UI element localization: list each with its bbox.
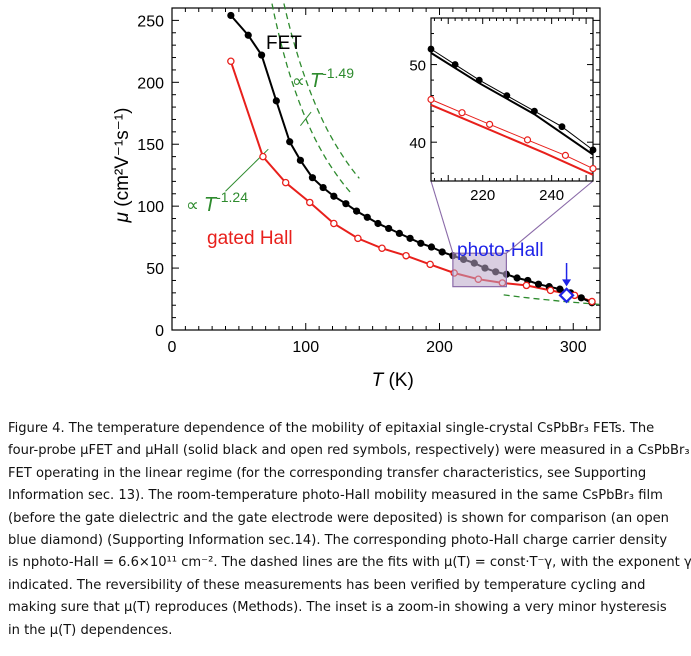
photo-hall-label: photo-Hall xyxy=(457,240,544,261)
fet-point xyxy=(244,31,252,39)
fit-line-1.49-upper xyxy=(282,0,360,179)
caption-line: Information sec. 13). The room-temperatu… xyxy=(8,488,663,504)
hall-point xyxy=(546,286,555,295)
fet-point xyxy=(272,97,280,105)
hall-point xyxy=(588,297,596,306)
caption-line: four-probe μFET and μHall (solid black a… xyxy=(8,443,690,459)
inset-y-tick-label: 50 xyxy=(409,58,426,75)
photo-hall-arrow-head xyxy=(562,279,572,287)
fet-point xyxy=(308,174,317,182)
y-tick-label: 0 xyxy=(155,323,164,340)
inset-hall-point xyxy=(523,136,532,144)
x-tick-label: 200 xyxy=(426,339,453,356)
inset-fet-point xyxy=(531,107,538,115)
fet-point xyxy=(363,213,371,221)
inset-hall-point xyxy=(589,164,597,173)
fet-point xyxy=(427,243,436,251)
photo-hall-point xyxy=(558,287,575,304)
caption-line: in the μ(T) dependences. xyxy=(8,622,173,638)
inset-fet-point xyxy=(427,45,435,53)
y-tick-label: 250 xyxy=(137,13,164,30)
hall-series-label: gated Hall xyxy=(207,228,293,249)
hall-point xyxy=(330,219,338,228)
inset-hall-line-b xyxy=(430,103,594,176)
fet-point xyxy=(417,239,425,247)
hall-point xyxy=(354,234,362,243)
inset-hall-point xyxy=(561,151,570,159)
fet-series-label: FET xyxy=(266,33,302,54)
hall-point xyxy=(522,281,531,290)
zoom-connector-left xyxy=(430,180,454,254)
caption-line: blue diamond) (Supporting Information se… xyxy=(8,533,668,549)
figure-caption: Figure 4. The temperature dependence of … xyxy=(8,418,691,642)
fet-point xyxy=(342,200,350,208)
hall-line xyxy=(229,60,593,303)
caption-line: Figure 4. The temperature dependence of … xyxy=(8,421,655,436)
fet-point xyxy=(406,234,414,242)
fet-point xyxy=(258,51,266,59)
inset-fet-point xyxy=(558,123,566,131)
inset-hall-point xyxy=(485,120,494,128)
fet-point xyxy=(319,183,327,192)
inset-fet-point xyxy=(503,92,511,100)
fet-point xyxy=(395,229,403,237)
hall-point xyxy=(227,57,235,66)
main-plot: 0 100 200 300 0 50 100 150 200 250 T (K) μ (cm²V⁻¹s… xyxy=(112,0,601,391)
hall-point xyxy=(259,152,267,161)
fet-point xyxy=(556,285,564,293)
mobility-figure: 0 100 200 300 0 50 100 150 200 250 T (K) μ (cm²V⁻¹s… xyxy=(112,0,601,391)
inset-y-tick-label: 40 xyxy=(409,135,426,152)
inset-fet-point xyxy=(589,146,597,154)
x-tick-label: 0 xyxy=(168,339,177,356)
fit-line-1.24 xyxy=(503,294,601,306)
zoom-connector-right xyxy=(506,180,594,254)
inset-x-tick-label: 240 xyxy=(539,187,564,204)
inset-fet-point xyxy=(451,61,459,68)
y-tick-label: 150 xyxy=(137,137,164,154)
fet-point xyxy=(296,156,304,164)
fet-point xyxy=(352,207,361,215)
fet-point xyxy=(286,138,294,146)
caption-line: making sure that μ(T) reproduces (Method… xyxy=(8,600,667,616)
fit-label-1.49: ∝ T-1.49 xyxy=(292,65,354,92)
y-tick-label: 200 xyxy=(137,75,164,92)
inset-x-tick-label: 220 xyxy=(470,187,495,204)
x-tick-label: 300 xyxy=(560,339,587,356)
caption-line: is nphoto-Hall = 6.6×10¹¹ cm⁻². The dash… xyxy=(8,555,691,571)
hall-point xyxy=(402,251,410,260)
y-tick-label: 50 xyxy=(146,261,164,278)
y-axis-label: μ (cm²V⁻¹s⁻¹) xyxy=(112,108,133,224)
caption-line: FET operating in the linear regime (for … xyxy=(8,465,647,481)
hall-point xyxy=(306,198,314,207)
fet-point xyxy=(534,280,543,288)
hall-point xyxy=(281,178,290,187)
fet-point xyxy=(438,248,446,256)
hall-point xyxy=(378,244,386,253)
fet-point xyxy=(330,192,338,200)
caption-line: (before the gate dielectric and the gate… xyxy=(8,510,669,526)
hall-point xyxy=(426,260,434,269)
fet-point xyxy=(227,11,235,20)
x-axis-label: T (K) xyxy=(372,370,414,391)
x-tick-label: 100 xyxy=(292,339,319,356)
fet-point xyxy=(385,224,393,233)
fet-point xyxy=(513,274,521,282)
inset-hall-line-a xyxy=(430,99,594,170)
fet-point xyxy=(577,294,585,302)
inset-hall-point xyxy=(458,109,466,117)
caption-line: indicated. The reversibility of these me… xyxy=(8,577,646,593)
fit-line-1.49-lower xyxy=(270,0,352,194)
fet-point xyxy=(374,219,382,228)
y-tick-label: 100 xyxy=(137,199,164,216)
fit-leader-1.49 xyxy=(300,111,312,126)
inset-plot: 220 240 40 50 xyxy=(409,17,597,254)
inset-fet-point xyxy=(475,76,483,84)
fit-label-1.24: ∝ T-1.24 xyxy=(186,189,248,216)
zoom-region-box xyxy=(452,252,507,288)
inset-hall-point xyxy=(427,95,435,104)
